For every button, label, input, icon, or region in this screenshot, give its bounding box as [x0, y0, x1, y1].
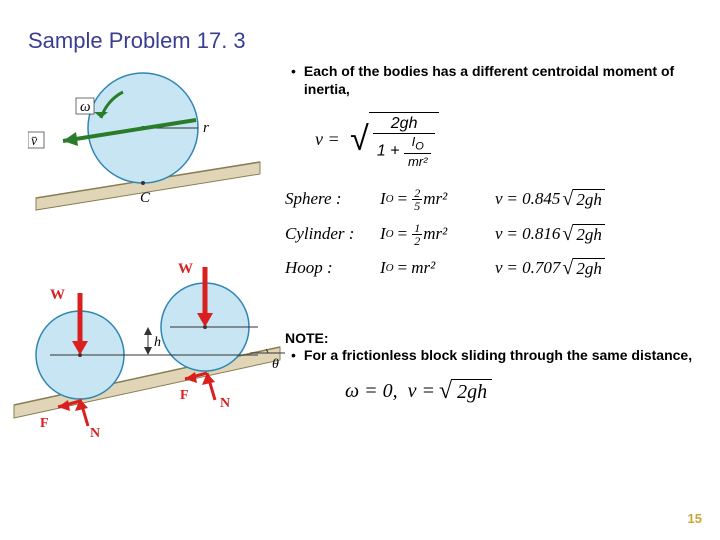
eq-den: 1 + IO mr² [373, 134, 436, 169]
eq-num: 2gh [373, 115, 436, 134]
eq-lhs: v = [315, 129, 344, 149]
svg-text:N: N [220, 396, 230, 411]
svg-text:N: N [90, 426, 100, 441]
text-column: • Each of the bodies has a different cen… [285, 62, 705, 290]
svg-text:h: h [154, 335, 161, 350]
svg-text:F: F [40, 416, 49, 431]
note-block: NOTE: • For a frictionless block sliding… [285, 330, 705, 405]
note-bullet-row: • For a frictionless block sliding throu… [285, 346, 705, 364]
bullet-dot: • [291, 346, 296, 364]
svg-text:C: C [140, 190, 151, 206]
svg-text:W: W [50, 287, 65, 303]
svg-text:v̄: v̄ [31, 134, 38, 149]
row-hoop: Hoop : IO = mr² v = 0.707 √ 2gh [285, 257, 705, 280]
note-bullet-text: For a frictionless block sliding through… [304, 346, 692, 364]
svg-text:θ: θ [272, 357, 279, 372]
page-title: Sample Problem 17. 3 [28, 28, 246, 54]
svg-text:W: W [178, 261, 193, 277]
equation-table: Sphere : IO = 25 mr² v = 0.845 √ 2gh Cyl… [285, 187, 705, 280]
svg-text:ω: ω [80, 99, 91, 115]
row-cylinder: Cylinder : IO = 12 mr² v = 0.816 √ 2gh [285, 222, 705, 247]
svg-text:F: F [180, 388, 189, 403]
bullet-inertia: • Each of the bodies has a different cen… [285, 62, 705, 98]
bullet-inertia-text: Each of the bodies has a different centr… [304, 62, 705, 98]
diagram-two-positions: h W W N F N F θ [10, 255, 290, 445]
note-title: NOTE: [285, 330, 705, 346]
equation-main: v = √ 2gh 1 + IO mr² [315, 112, 705, 169]
diagram-rolling-body: r ω v̄ C [28, 70, 268, 220]
row-sphere: Sphere : IO = 25 mr² v = 0.845 √ 2gh [285, 187, 705, 212]
note-equation: ω = 0, v = √ 2gh [345, 378, 705, 405]
eq-sqrt: √ 2gh 1 + IO mr² [350, 112, 439, 169]
page-number: 15 [688, 511, 702, 526]
bullet-dot: • [291, 62, 296, 80]
svg-text:r: r [203, 120, 209, 136]
